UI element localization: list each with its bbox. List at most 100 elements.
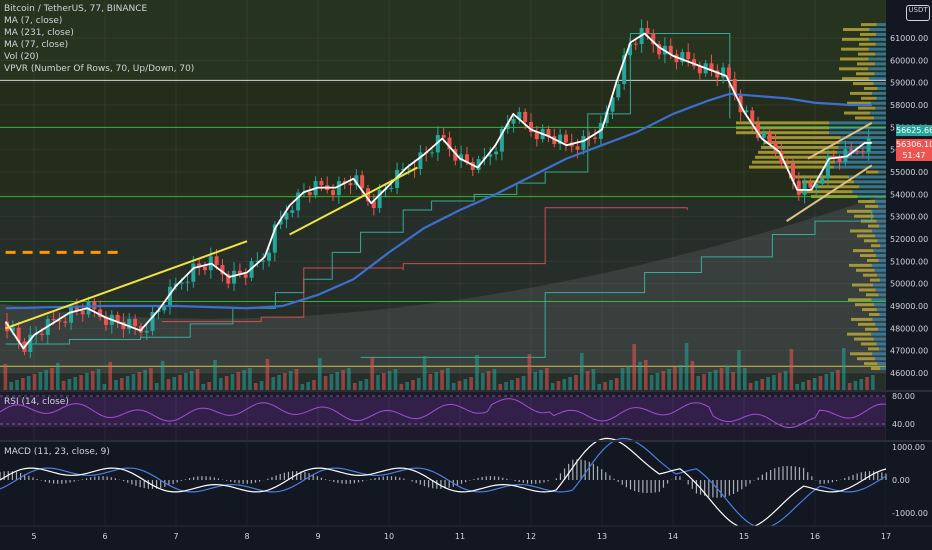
candle-body[interactable] <box>657 44 662 55</box>
candle-body[interactable] <box>261 260 266 262</box>
candle-body[interactable] <box>185 281 190 283</box>
candle-body[interactable] <box>162 307 167 311</box>
candle-body[interactable] <box>272 224 277 253</box>
candle-body[interactable] <box>307 192 312 196</box>
candle-body[interactable] <box>214 256 219 265</box>
candle-body[interactable] <box>220 264 225 275</box>
candle-body[interactable] <box>365 188 370 202</box>
candle-body[interactable] <box>144 330 149 333</box>
candle-body[interactable] <box>668 45 673 55</box>
candle-body[interactable] <box>697 66 702 74</box>
candle-body[interactable] <box>552 136 557 144</box>
macd-signal-line[interactable] <box>0 437 887 529</box>
candle-body[interactable] <box>243 274 248 278</box>
candle-body[interactable] <box>820 178 825 184</box>
candle-body[interactable] <box>430 152 435 154</box>
candle-body[interactable] <box>814 183 819 188</box>
currency-badge[interactable]: USDT <box>906 5 930 21</box>
candle-body[interactable] <box>267 252 272 261</box>
candle-body[interactable] <box>115 314 120 322</box>
candle-body[interactable] <box>808 182 813 188</box>
candle-body[interactable] <box>121 321 126 330</box>
candle-body[interactable] <box>610 97 615 112</box>
candle-body[interactable] <box>645 28 650 34</box>
candle-body[interactable] <box>127 318 132 330</box>
candle-body[interactable] <box>39 333 44 335</box>
candle-body[interactable] <box>290 210 295 213</box>
candle-body[interactable] <box>756 124 761 138</box>
candle-body[interactable] <box>168 286 173 308</box>
channel-lower-line[interactable] <box>786 164 873 222</box>
candle-body[interactable] <box>790 163 795 181</box>
candle-body[interactable] <box>546 129 551 137</box>
candle-body[interactable] <box>232 270 237 284</box>
candle-body[interactable] <box>860 151 865 153</box>
candle-body[interactable] <box>534 132 539 140</box>
candle-body[interactable] <box>319 181 324 186</box>
candle-body[interactable] <box>837 158 842 163</box>
candle-body[interactable] <box>726 67 731 79</box>
candle-body[interactable] <box>563 134 568 143</box>
candle-body[interactable] <box>511 119 516 124</box>
candle-body[interactable] <box>651 33 656 45</box>
candle-body[interactable] <box>732 78 737 96</box>
candle-body[interactable] <box>581 136 586 150</box>
candle-body[interactable] <box>371 201 376 209</box>
candle-body[interactable] <box>377 189 382 209</box>
candle-body[interactable] <box>721 67 726 78</box>
candle-body[interactable] <box>855 150 860 152</box>
candle-body[interactable] <box>360 175 365 189</box>
candle-body[interactable] <box>627 43 632 56</box>
candle-body[interactable] <box>348 183 353 186</box>
candle-body[interactable] <box>447 137 452 150</box>
candle-body[interactable] <box>499 129 504 152</box>
candle-body[interactable] <box>459 154 464 161</box>
candle-body[interactable] <box>633 43 638 45</box>
candle-body[interactable] <box>354 175 359 186</box>
candle-body[interactable] <box>593 137 598 139</box>
symbol-title[interactable]: Bitcoin / TetherUS, 77, BINANCE <box>4 4 148 14</box>
candle-body[interactable] <box>331 190 336 196</box>
candle-body[interactable] <box>709 63 714 71</box>
candle-body[interactable] <box>441 135 446 138</box>
rsi-line[interactable] <box>0 398 887 429</box>
candle-body[interactable] <box>575 146 580 150</box>
candle-body[interactable] <box>103 317 108 325</box>
candle-body[interactable] <box>505 123 510 130</box>
candle-body[interactable] <box>494 151 499 155</box>
candle-body[interactable] <box>400 168 405 170</box>
candle-body[interactable] <box>825 155 830 179</box>
indicator-ma231[interactable]: MA (231, close) <box>4 28 74 38</box>
candle-body[interactable] <box>98 309 103 318</box>
indicator-vol[interactable]: Vol (20) <box>4 52 39 62</box>
candle-body[interactable] <box>418 152 423 170</box>
candle-body[interactable] <box>773 142 778 152</box>
macd-title[interactable]: MACD (11, 23, close, 9) <box>4 447 110 457</box>
candle-body[interactable] <box>831 155 836 159</box>
candle-body[interactable] <box>133 318 138 327</box>
candle-body[interactable] <box>802 182 807 195</box>
candle-body[interactable] <box>715 70 720 78</box>
candle-body[interactable] <box>796 180 801 195</box>
indicator-ma77[interactable]: MA (77, close) <box>4 40 69 50</box>
candle-body[interactable] <box>464 154 469 163</box>
candle-body[interactable] <box>674 54 679 63</box>
candle-body[interactable] <box>51 318 56 321</box>
candle-body[interactable] <box>5 321 10 332</box>
candle-body[interactable] <box>453 149 458 161</box>
candle-body[interactable] <box>517 111 522 120</box>
trend-line[interactable] <box>5 240 248 330</box>
indicator-vpvr[interactable]: VPVR (Number Of Rows, 70, Up/Down, 70) <box>4 64 195 74</box>
candle-body[interactable] <box>179 282 184 284</box>
candle-body[interactable] <box>389 188 394 190</box>
candle-body[interactable] <box>435 135 440 153</box>
candle-body[interactable] <box>849 149 854 151</box>
candle-body[interactable] <box>191 263 196 282</box>
candle-body[interactable] <box>750 110 755 125</box>
candle-body[interactable] <box>237 270 242 275</box>
candle-body[interactable] <box>16 327 21 342</box>
candle-body[interactable] <box>866 137 871 152</box>
trend-line-2[interactable] <box>289 166 418 236</box>
candle-body[interactable] <box>226 274 231 284</box>
